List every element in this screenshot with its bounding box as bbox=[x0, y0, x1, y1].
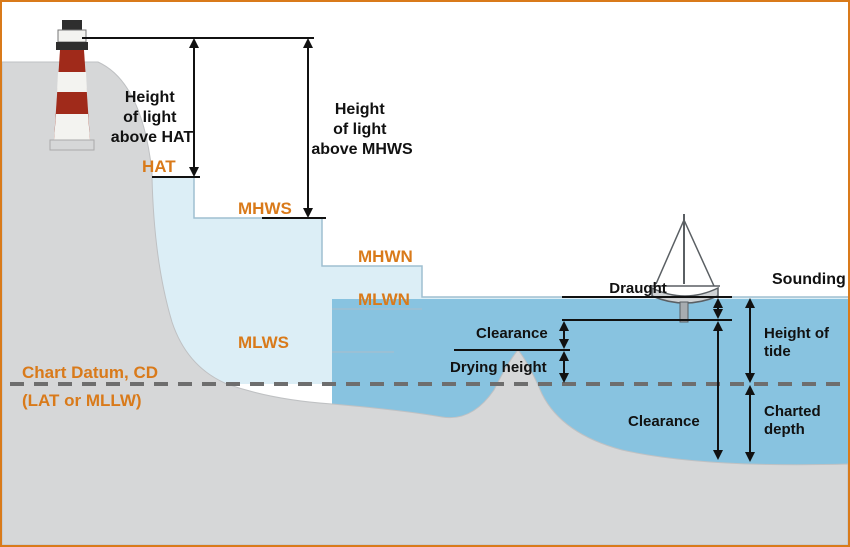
label-mlws: MLWS bbox=[238, 333, 289, 352]
label-hat: HAT bbox=[142, 157, 176, 176]
label-height-above-mhws: Height of light above MHWS bbox=[311, 101, 413, 158]
arrow-height-above-mhws bbox=[262, 38, 326, 218]
label-chart-datum-sub: (LAT or MLLW) bbox=[22, 391, 142, 410]
label-mhws: MHWS bbox=[238, 199, 292, 218]
label-mlwn: MLWN bbox=[358, 290, 410, 309]
label-draught: Draught bbox=[609, 280, 667, 297]
label-chart-datum: Chart Datum, CD bbox=[22, 363, 158, 382]
label-clearance-upper: Clearance bbox=[476, 325, 548, 342]
label-drying-height: Drying height bbox=[450, 359, 547, 376]
diagram-svg: Height of light above HAT Height of ligh… bbox=[2, 2, 848, 545]
label-mhwn: MHWN bbox=[358, 247, 413, 266]
label-sounding: Sounding bbox=[772, 271, 846, 288]
tidal-datum-diagram: Height of light above HAT Height of ligh… bbox=[0, 0, 850, 547]
label-clearance-lower: Clearance bbox=[628, 413, 700, 430]
